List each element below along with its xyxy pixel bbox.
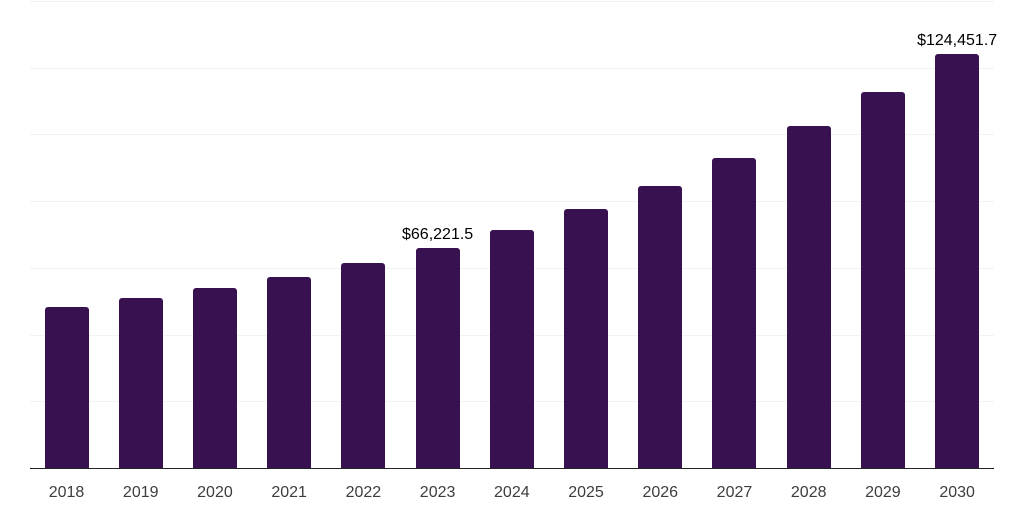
plot-area: $66,221.5 $124,451.7 — [30, 0, 998, 469]
x-tick-label-2025: 2025 — [568, 484, 604, 501]
gridline — [30, 134, 994, 136]
x-tick-label-2023: 2023 — [419, 484, 456, 501]
x-axis-labels: 2018 2019 2020 2021 2022 2023 2024 2025 2026 2027… — [0, 485, 1024, 507]
bar-2020 — [192, 287, 237, 469]
bar-2029 — [860, 92, 905, 469]
x-tick-label-2029: 2029 — [865, 484, 901, 501]
data-label-2030: $124,451.7 — [917, 31, 998, 49]
bar-2021 — [267, 276, 312, 469]
x-tick-label-2022: 2022 — [345, 484, 382, 501]
bar-2019 — [118, 297, 163, 469]
gridline — [30, 1, 994, 2]
data-label-2023: $66,221.5 — [402, 226, 474, 244]
x-tick-label-2021: 2021 — [271, 484, 307, 501]
bar-2018 — [44, 307, 89, 469]
x-tick-label-2026: 2026 — [642, 484, 679, 501]
x-tick-label-2019: 2019 — [122, 484, 159, 501]
bar-2027 — [712, 158, 757, 469]
x-tick-label-2028: 2028 — [790, 484, 827, 501]
bar-2024 — [489, 229, 534, 469]
bar-2030 — [935, 53, 980, 469]
x-tick-label-2027: 2027 — [716, 484, 753, 501]
bar-2022 — [341, 262, 386, 469]
x-tick-label-2024: 2024 — [494, 484, 530, 501]
bar-2025 — [564, 208, 609, 469]
x-tick-label-2018: 2018 — [48, 484, 85, 501]
gridline — [30, 201, 994, 203]
bar-2023 — [415, 248, 460, 469]
gridline — [30, 67, 994, 69]
x-axis-line — [30, 467, 994, 469]
x-tick-label-2030: 2030 — [939, 484, 975, 501]
x-tick-label-2020: 2020 — [197, 484, 233, 501]
bar-2026 — [638, 186, 683, 469]
bar-2028 — [786, 126, 831, 469]
